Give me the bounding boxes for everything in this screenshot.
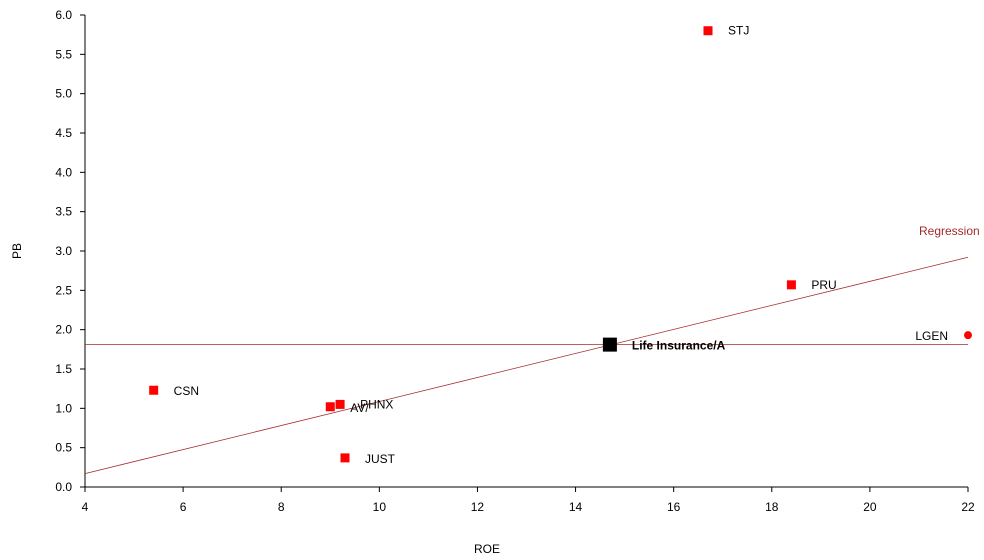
regression-line: [84, 256, 969, 475]
x-tick-label: 12: [471, 500, 485, 514]
x-tick-label: 4: [82, 500, 89, 514]
x-tick-label: 8: [278, 500, 285, 514]
y-tick-label: 6.0: [55, 8, 72, 22]
y-tick-label: 0.5: [55, 441, 72, 455]
y-tick-label: 1.0: [55, 401, 72, 415]
point-just: [340, 453, 350, 463]
y-tick-label: 4.5: [55, 126, 72, 140]
chart-points: [149, 26, 972, 463]
y-tick-label: 2.0: [55, 323, 72, 337]
point-label-just: JUST: [365, 452, 396, 466]
chart-axes: 0.0 0.5 1.0 1.5 2.0 2.5 3.0 3.5 4.0 4.5 5.0 5.5 6.0 4…: [55, 8, 975, 514]
point-stj: [703, 26, 713, 36]
point-pru: [786, 280, 796, 290]
point-life-insurance-a: [602, 337, 617, 352]
point-label-stj: STJ: [728, 24, 749, 38]
point-csn: [149, 385, 159, 395]
x-tick-label: 18: [765, 500, 779, 514]
y-tick-label: 5.5: [55, 47, 72, 61]
x-tick-label: 16: [667, 500, 681, 514]
y-tick-label: 4.0: [55, 165, 72, 179]
y-tick-label: 3.0: [55, 244, 72, 258]
y-tick-label: 3.5: [55, 205, 72, 219]
y-tick-label: 5.0: [55, 87, 72, 101]
x-tick-label: 6: [180, 500, 187, 514]
x-tick-label: 14: [569, 500, 583, 514]
point-av: [325, 402, 335, 412]
x-tick-label: 20: [863, 500, 877, 514]
x-tick-label: 22: [961, 500, 975, 514]
y-tick-label: 2.5: [55, 283, 72, 297]
y-tick-label: 1.5: [55, 362, 72, 376]
point-label-csn: CSN: [174, 384, 199, 398]
point-phnx: [335, 399, 345, 409]
point-label-pru: PRU: [811, 278, 836, 292]
y-tick-label: 0.0: [55, 480, 72, 494]
point-label-av: AV/: [350, 401, 369, 415]
x-axis-title: ROE: [474, 542, 500, 556]
point-label-life-insurance-a: Life Insurance/A: [632, 339, 726, 353]
regression-label: Regression: [919, 224, 980, 238]
x-tick-label: 10: [373, 500, 387, 514]
point-label-lgen: LGEN: [915, 329, 948, 343]
chart-lines: [84, 256, 969, 475]
point-label-phnx: PHNX: [360, 397, 393, 411]
point-lgen: [964, 331, 972, 340]
y-axis-title: PB: [10, 243, 24, 259]
